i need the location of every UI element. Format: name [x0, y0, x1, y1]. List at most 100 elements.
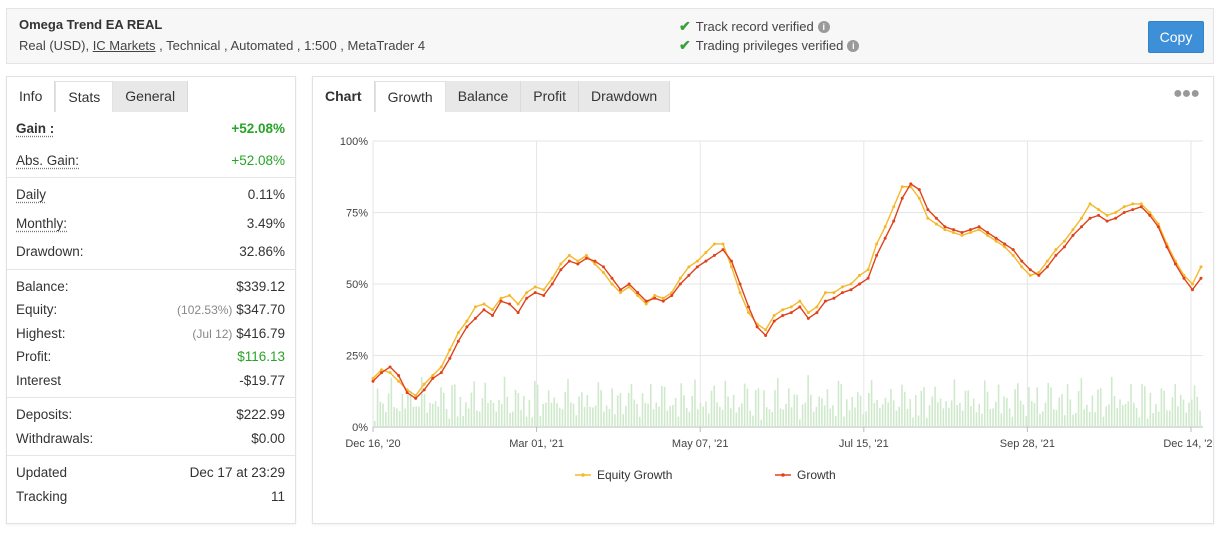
data-point — [858, 273, 862, 277]
tab-balance[interactable]: Balance — [445, 81, 522, 112]
volume-bar — [757, 388, 760, 427]
data-point — [815, 305, 819, 309]
volume-bar — [462, 415, 464, 427]
volume-bar — [741, 403, 743, 427]
volume-bar — [1041, 411, 1044, 427]
volume-bar — [920, 390, 923, 427]
volume-bar — [721, 409, 724, 427]
x-tick-label: Dec 16, '20 — [345, 438, 400, 450]
stat-label[interactable]: Abs. Gain: — [16, 152, 80, 168]
stat-label: Tracking — [16, 488, 68, 504]
broker-link[interactable]: IC Markets — [92, 38, 156, 53]
volume-bar — [989, 409, 992, 427]
volume-bar — [978, 403, 981, 427]
stats-list: Gain : +52.08% Abs. Gain: +52.08% Daily … — [7, 117, 295, 508]
volume-bar — [898, 406, 900, 427]
data-point — [772, 313, 776, 317]
data-point — [439, 371, 443, 375]
stat-value: $339.12 — [236, 278, 285, 294]
volume-bar — [379, 401, 382, 427]
volume-bar — [547, 390, 550, 427]
stat-row-withdrawals: Withdrawals: $0.00 — [7, 427, 295, 451]
volume-bar — [514, 389, 517, 427]
stat-row-daily: Daily 0.11% — [7, 183, 295, 207]
data-point — [994, 239, 998, 243]
info-icon[interactable]: i — [817, 20, 830, 33]
volume-bar — [696, 409, 699, 427]
data-point — [567, 253, 571, 257]
volume-bar — [1135, 408, 1138, 427]
tab-chart[interactable]: Chart — [313, 81, 375, 112]
copy-button[interactable]: Copy — [1148, 21, 1204, 53]
volume-bar — [625, 405, 627, 427]
trading-privileges-verified: ✔ Trading privileges verified i — [679, 37, 860, 54]
system-details: , Technical , Automated , 1:500 , MetaTr… — [155, 38, 426, 53]
data-point — [951, 228, 955, 232]
data-point — [516, 302, 520, 306]
volume-bar — [906, 408, 909, 427]
stats-panel: Info Stats General Gain : +52.08% Abs. G… — [6, 76, 296, 524]
data-point — [482, 308, 486, 312]
data-point — [712, 253, 716, 257]
volume-bar — [680, 383, 682, 427]
volume-bar — [1182, 399, 1185, 427]
data-point — [533, 291, 537, 295]
volume-bar — [536, 384, 539, 427]
data-point — [482, 302, 486, 306]
stat-row-drawdown: Drawdown: 32.86% — [7, 240, 295, 264]
tab-growth[interactable]: Growth — [374, 81, 446, 112]
volume-bar — [970, 406, 972, 427]
volume-bar — [542, 403, 544, 427]
tab-profit[interactable]: Profit — [521, 81, 579, 112]
volume-bar — [981, 413, 983, 427]
stat-label[interactable]: Daily — [16, 187, 47, 202]
stat-value: Dec 17 at 23:29 — [189, 465, 285, 480]
volume-bar — [909, 399, 912, 427]
divider — [7, 397, 295, 398]
data-point — [422, 382, 426, 386]
volume-bar — [779, 408, 782, 427]
data-point — [397, 379, 401, 383]
growth-chart: 0% 25% 50% 75% 100% Dec 16, '20 Mar 01, '21 Ma… — [340, 136, 1213, 482]
x-tick-label: Sep 28, '21 — [1000, 438, 1055, 450]
chart-tabs: Chart Growth Balance Profit Drawdown — [313, 77, 671, 113]
info-icon[interactable]: i — [847, 39, 860, 52]
volume-bar — [1069, 399, 1072, 427]
data-point — [840, 285, 844, 289]
data-point — [397, 374, 401, 378]
volume-bar — [1138, 417, 1141, 427]
data-point — [525, 291, 529, 295]
volume-bar — [903, 391, 906, 427]
volume-bar — [481, 398, 484, 427]
stat-value-group: (Jul 12) $416.79 — [192, 322, 285, 347]
data-point — [627, 282, 631, 286]
volume-bar — [658, 406, 660, 427]
volume-bar — [1083, 409, 1085, 427]
stat-label: Updated — [16, 465, 68, 480]
data-point — [883, 236, 887, 240]
data-point — [823, 299, 827, 303]
tab-info[interactable]: Info — [7, 81, 56, 112]
data-point — [738, 282, 742, 286]
tab-drawdown[interactable]: Drawdown — [578, 81, 671, 112]
volume-bar — [983, 380, 986, 427]
stat-label[interactable]: Gain : — [16, 121, 55, 136]
stat-label[interactable]: Monthly: — [16, 215, 68, 231]
volume-bar — [953, 379, 956, 427]
data-point — [422, 388, 426, 392]
tab-stats[interactable]: Stats — [55, 81, 114, 112]
volume-bar — [1003, 396, 1005, 427]
data-point — [371, 379, 375, 383]
volume-bar — [790, 407, 793, 427]
data-point — [892, 205, 896, 209]
volume-bar — [832, 405, 834, 427]
volume-bar — [959, 402, 961, 427]
volume-bar — [1019, 400, 1022, 427]
more-dots-icon[interactable]: ●●● — [1173, 85, 1200, 102]
data-point — [917, 188, 921, 192]
data-point — [747, 311, 751, 315]
data-point — [542, 288, 546, 292]
volume-bar — [1091, 395, 1094, 427]
tab-general[interactable]: General — [113, 81, 189, 112]
volume-bar — [1179, 394, 1182, 427]
